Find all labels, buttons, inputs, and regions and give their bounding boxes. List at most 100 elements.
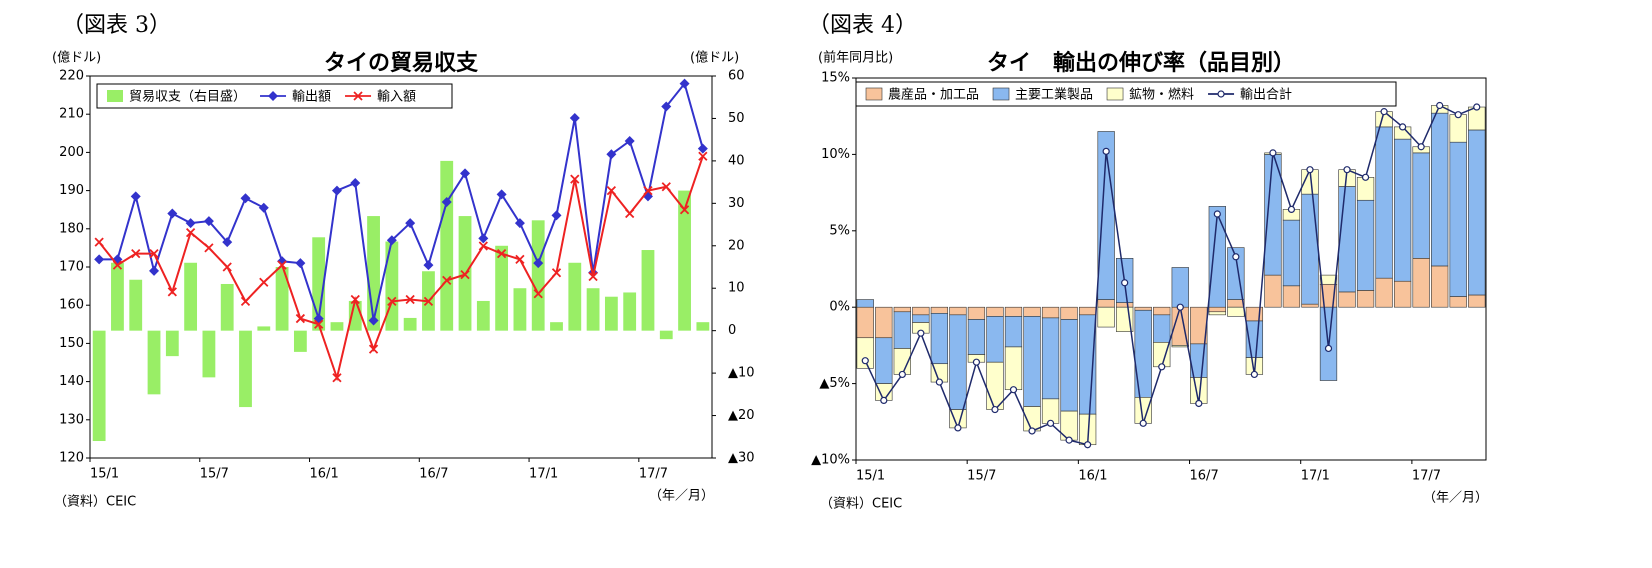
bar-segment <box>986 306 1004 317</box>
bar <box>111 262 124 331</box>
bar-segment <box>1449 114 1467 143</box>
bar-segment <box>1338 186 1356 293</box>
bar-segment <box>1449 296 1467 308</box>
point-marker <box>1102 147 1110 155</box>
y2-tick-label: 40 <box>728 153 745 168</box>
bar <box>513 288 527 331</box>
point-marker <box>1436 101 1444 110</box>
bar <box>239 330 252 408</box>
x-tick-label: 16/1 <box>310 467 339 482</box>
point-marker <box>405 218 416 229</box>
point-marker <box>1195 399 1203 408</box>
bar <box>220 283 234 331</box>
bar-segment <box>1301 193 1319 305</box>
bar-segment <box>1208 306 1226 313</box>
bar-segment <box>930 306 949 314</box>
bar-segment <box>1412 258 1430 308</box>
y-tick-label: 140 <box>59 374 84 389</box>
legend-box <box>855 81 1397 107</box>
y-tick-label: 150 <box>59 336 84 351</box>
y2-tick-label: 0 <box>728 323 736 338</box>
bar-segment <box>912 314 930 323</box>
y-axis-label: (前年同月比) <box>818 50 893 66</box>
point-marker <box>185 218 196 229</box>
bar-segment <box>1153 306 1171 316</box>
point-marker <box>1454 111 1462 119</box>
x-axis-label: （年／月） <box>1423 491 1488 506</box>
point-marker <box>478 241 488 251</box>
point-marker <box>533 258 544 269</box>
legend-swatch <box>1106 87 1124 101</box>
bar-segment <box>1393 280 1412 308</box>
y-tick-label: 160 <box>59 298 84 313</box>
bar-segment <box>1356 290 1375 308</box>
bar-segment <box>1097 299 1115 308</box>
y2-tick-label: ▲10 <box>728 366 755 381</box>
point-marker <box>1046 419 1055 427</box>
point-marker <box>203 216 214 227</box>
y2-axis-label: (億ドル) <box>690 50 739 66</box>
point-marker <box>679 205 690 215</box>
point-marker <box>1250 370 1258 379</box>
point-marker <box>624 135 635 146</box>
bar-segment <box>1319 274 1338 285</box>
point-marker <box>240 296 251 307</box>
bar-segment <box>1375 126 1393 279</box>
y2-tick-label: ▲30 <box>728 451 755 466</box>
point-marker <box>332 373 342 383</box>
point-marker <box>149 265 160 276</box>
y-tick-label: 190 <box>59 183 84 198</box>
point-marker <box>606 149 617 160</box>
point-marker <box>112 260 123 270</box>
point-marker <box>898 370 906 379</box>
point-marker <box>350 294 360 305</box>
point-marker <box>625 208 635 219</box>
bar-segment <box>875 306 893 339</box>
bar-segment <box>1431 112 1449 267</box>
bar <box>275 267 289 331</box>
y2-tick-label: 20 <box>728 238 745 253</box>
y-axis-label: (億ドル) <box>52 50 101 66</box>
bar-segment <box>1393 138 1412 282</box>
y2-tick-label: 30 <box>728 196 745 211</box>
point-marker <box>167 287 177 297</box>
point-marker <box>314 319 324 329</box>
bar <box>604 296 618 331</box>
figure-label: （図表 4） <box>808 13 917 38</box>
point-marker <box>954 424 962 432</box>
x-tick-label: 17/7 <box>639 467 668 482</box>
point-marker <box>185 227 196 238</box>
point-marker <box>130 191 141 202</box>
bar-segment <box>949 314 967 410</box>
point-marker <box>368 344 379 354</box>
y2-tick-label: 60 <box>728 69 745 84</box>
point-marker <box>1287 205 1296 214</box>
bar-segment <box>912 306 930 316</box>
bar-segment <box>1078 306 1097 316</box>
bar-segment <box>1116 302 1134 308</box>
bar-segment <box>1282 285 1301 308</box>
point-marker <box>368 315 379 326</box>
x-tick-label: 17/1 <box>1301 469 1330 484</box>
bar-segment <box>1375 277 1393 308</box>
series-line <box>98 155 704 382</box>
plot-frame <box>855 77 1487 461</box>
bar-segment <box>1041 306 1060 319</box>
bar-segment <box>875 337 893 384</box>
y2-tick-label: 50 <box>728 111 745 126</box>
point-marker <box>1158 363 1166 371</box>
bar-segment <box>1208 206 1226 308</box>
point-marker <box>222 262 232 272</box>
x-tick-label: 17/1 <box>529 467 558 482</box>
bar-segment <box>1134 306 1152 311</box>
bar <box>202 330 216 378</box>
y-tick-label: 200 <box>59 145 84 160</box>
bar-segment <box>1449 141 1467 297</box>
bar <box>550 322 563 331</box>
y-tick-label: 210 <box>59 107 84 122</box>
series-line <box>864 104 1478 446</box>
point-marker <box>149 248 159 259</box>
bar-segment <box>856 299 874 308</box>
point-marker <box>588 271 598 282</box>
bar-segment <box>893 311 911 349</box>
